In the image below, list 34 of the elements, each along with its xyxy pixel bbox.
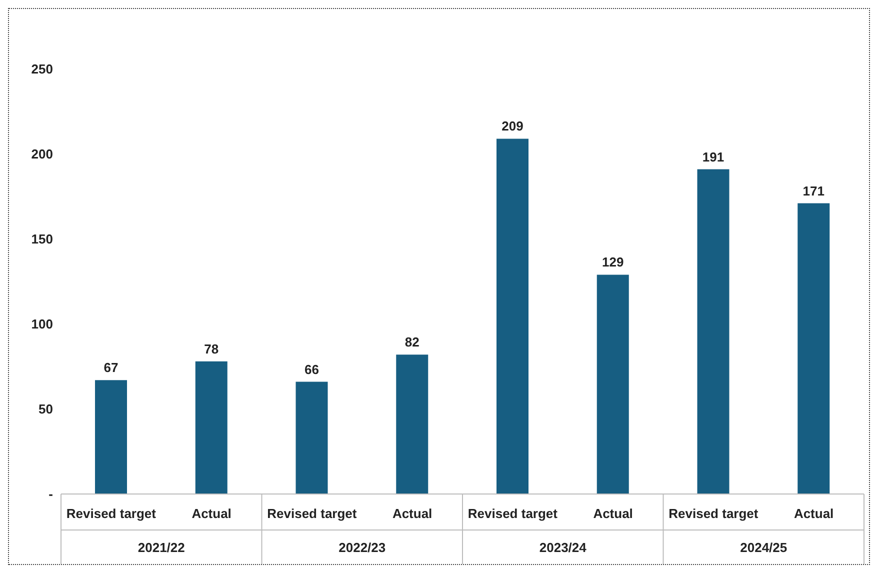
y-tick-label: - [48,486,53,502]
y-tick-label: 50 [38,402,53,417]
y-tick-label: 150 [31,232,53,247]
bar [195,361,228,494]
text: 2024/25 [740,540,788,555]
y-tick-label: 250 [31,62,53,77]
text: 2023/24 [539,540,588,555]
y-tick-label: 100 [31,316,53,332]
y-tick-label: 200 [31,146,53,162]
x-tick-label: Revised target [267,506,358,521]
bar [697,169,730,494]
data-label: 67 [104,360,118,376]
bar [296,382,328,494]
x-tick-label: Actual [192,506,232,521]
data-label: 171 [802,183,824,198]
bar [396,354,428,494]
bar [798,203,830,494]
x-tick-label: Revised target [668,506,759,521]
bar [596,274,629,494]
text: 2021/22 [138,540,185,555]
data-label: 82 [404,334,420,350]
x-tick-label: Actual [392,506,432,521]
data-label: 66 [304,362,319,377]
x-tick-label: Actual [593,506,633,521]
x-tick-label: Revised target [66,506,157,521]
bar [95,380,127,494]
data-label: 191 [702,149,724,164]
text: 2022/23 [338,540,386,555]
bar [496,138,528,494]
data-label: 78 [204,341,219,356]
data-label: 129 [602,254,624,270]
x-tick-label: Actual [794,506,834,521]
x-tick-label: Revised target [468,506,558,521]
data-label: 209 [502,118,524,134]
